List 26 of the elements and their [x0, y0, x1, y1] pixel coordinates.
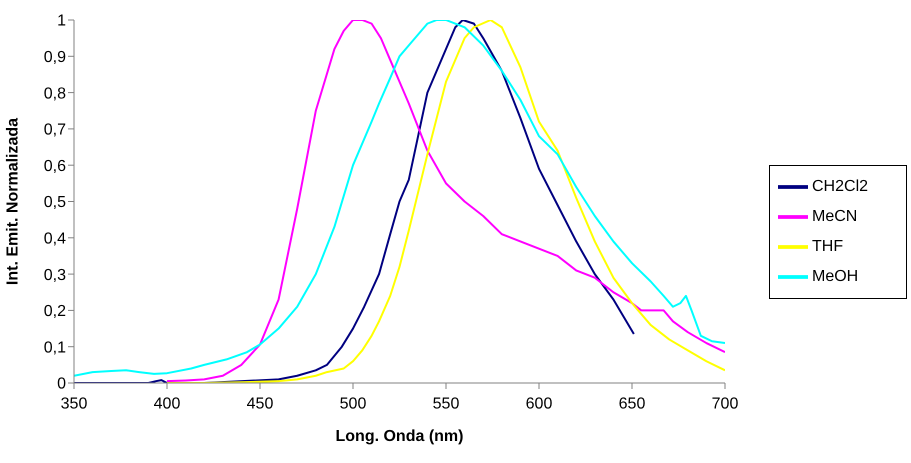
x-tick-label: 450 — [246, 395, 274, 412]
y-tick-label: 0,9 — [44, 48, 66, 66]
x-tick-label: 650 — [618, 395, 646, 412]
line-series — [74, 20, 725, 377]
y-tick-label: 0,4 — [44, 230, 66, 248]
y-tick-label: 0,1 — [44, 339, 66, 356]
x-tick-label: 700 — [712, 395, 738, 412]
y-tick-label: 1 — [57, 12, 66, 30]
y-tick-label: 0,6 — [44, 158, 66, 175]
y-axis-title: Int. Emit. Normalizada — [4, 118, 22, 286]
x-tick-label: 400 — [154, 395, 180, 412]
x-tick-label: 550 — [432, 395, 460, 412]
x-tick-label: 350 — [60, 395, 88, 412]
legend-label: MeCN — [812, 208, 858, 225]
legend-label: MeOH — [812, 268, 858, 285]
legend-label: THF — [812, 238, 844, 255]
y-tick-label: 0,2 — [44, 303, 66, 320]
y-tick-label: 0 — [57, 376, 66, 393]
legend-label: CH2Cl2 — [812, 178, 868, 195]
y-tick-label: 0,8 — [44, 85, 66, 102]
y-tick-label: 0,3 — [44, 266, 66, 284]
x-tick-label: 500 — [340, 395, 366, 412]
x-tick-label: 600 — [526, 395, 552, 412]
y-tick-label: 0,5 — [44, 194, 66, 212]
x-axis-title: Long. Onda (nm) — [336, 428, 464, 445]
y-tick-label: 0,7 — [44, 122, 66, 139]
